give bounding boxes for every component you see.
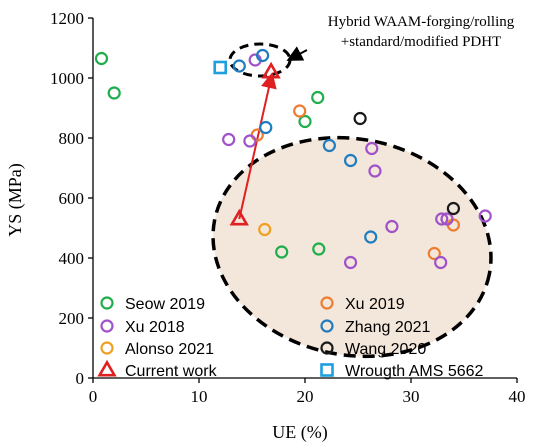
x-tick-label: 30 bbox=[403, 387, 420, 406]
highlight-region-ellipse bbox=[211, 135, 493, 359]
data-point-alonso-2021 bbox=[258, 222, 272, 237]
data-point-zhang-2021 bbox=[322, 138, 336, 153]
data-point-xu-2018 bbox=[478, 209, 492, 223]
data-point-seow-2019 bbox=[107, 86, 121, 100]
axes: 0 200 400 600 800 1000 1200 0 10 20 30 40 bbox=[50, 9, 526, 406]
data-point-xu-2018 bbox=[435, 212, 449, 226]
data-point-wang-2020 bbox=[446, 201, 460, 216]
legend-marker-xu-2018 bbox=[100, 319, 114, 333]
legend-label: Seow 2019 bbox=[125, 296, 205, 313]
data-point-zhang-2021 bbox=[232, 59, 246, 73]
data-point-current-work bbox=[261, 61, 281, 79]
data-point-seow-2019 bbox=[275, 245, 289, 259]
legend-marker-xu-2019 bbox=[320, 296, 334, 310]
y-tick-label: 1200 bbox=[50, 9, 84, 28]
annotation-arrow bbox=[286, 46, 308, 61]
data-point-xu-2018 bbox=[368, 164, 382, 178]
data-point-zhang-2021 bbox=[256, 48, 270, 63]
x-tick-label: 10 bbox=[191, 387, 208, 406]
data-point-xu-2019 bbox=[427, 246, 441, 261]
legend-label: Xu 2019 bbox=[345, 296, 405, 313]
x-tick-label: 40 bbox=[509, 387, 526, 406]
legend-label: Wrougth AMS 5662 bbox=[345, 363, 484, 380]
legend-marker-seow-2019 bbox=[100, 296, 114, 310]
legend-label: Wang 2020 bbox=[345, 341, 426, 358]
x-axis-label: UE (%) bbox=[272, 422, 327, 443]
data-point-xu-2018 bbox=[440, 212, 454, 226]
data-point-xu-2018 bbox=[365, 141, 379, 156]
y-tick-label: 200 bbox=[59, 309, 85, 328]
y-tick-label: 600 bbox=[59, 189, 85, 208]
data-point-xu-2019 bbox=[293, 104, 307, 118]
legend-marker-zhang-2021 bbox=[320, 319, 334, 333]
y-tick-label: 0 bbox=[76, 369, 85, 388]
x-tick-label: 0 bbox=[89, 387, 98, 406]
data-point-wang-2020 bbox=[353, 111, 367, 126]
legend-marker-alonso-2021 bbox=[100, 341, 114, 355]
data-point-seow-2019 bbox=[94, 51, 109, 66]
y-tick-label: 800 bbox=[59, 129, 85, 148]
annotation-line-1: Hybrid WAAM-forging/rolling bbox=[328, 14, 515, 30]
data-point-seow-2019 bbox=[311, 90, 325, 105]
y-axis-label: YS (MPa) bbox=[5, 163, 26, 237]
data-point-zhang-2021 bbox=[343, 153, 358, 168]
arrow-layer bbox=[238, 72, 277, 220]
y-tick-label: 1000 bbox=[50, 69, 84, 88]
legend-label: Current work bbox=[125, 363, 218, 380]
data-point-xu-2018 bbox=[243, 134, 257, 148]
current-work-arrow bbox=[238, 72, 277, 220]
x-tick-label: 20 bbox=[297, 387, 314, 406]
legend-marker-wrougth-ams-5662 bbox=[320, 363, 334, 377]
data-point-xu-2018 bbox=[343, 255, 358, 270]
data-point-seow-2019 bbox=[312, 242, 326, 256]
legend-marker-current-work bbox=[97, 359, 117, 377]
data-point-current-work bbox=[229, 208, 249, 226]
data-point-xu-2018 bbox=[222, 132, 236, 147]
data-point-seow-2019 bbox=[298, 114, 312, 129]
data-point-xu-2018 bbox=[385, 219, 399, 234]
legend: Seow 2019 Xu 2019 Xu 2018 Zhang 2021 Alonso … bbox=[97, 296, 484, 380]
legend-label: Zhang 2021 bbox=[345, 319, 431, 336]
data-points bbox=[94, 48, 492, 270]
data-point-zhang-2021 bbox=[259, 120, 273, 135]
y-tick-label: 400 bbox=[59, 249, 85, 268]
legend-marker-wang-2020 bbox=[320, 341, 334, 355]
data-point-wrougth-ams-5662 bbox=[213, 60, 227, 75]
data-point-zhang-2021 bbox=[364, 230, 378, 244]
annotation-line-2: +standard/modified PDHT bbox=[341, 34, 502, 50]
legend-label: Alonso 2021 bbox=[125, 341, 214, 358]
data-point-xu-2018 bbox=[434, 255, 448, 270]
legend-label: Xu 2018 bbox=[125, 319, 185, 336]
